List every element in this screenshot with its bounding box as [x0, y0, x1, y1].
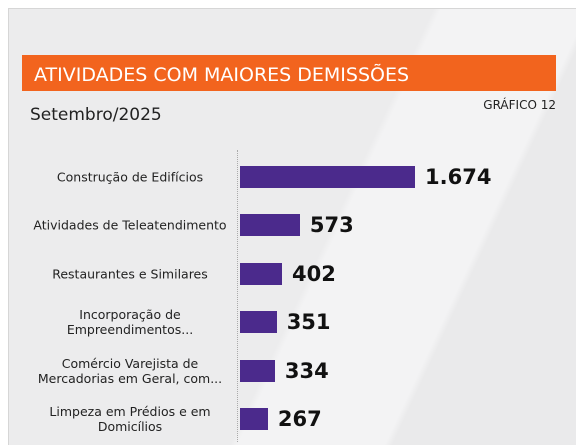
value-label: 1.674: [425, 165, 492, 189]
category-label: Limpeza em Prédios e em Domicílios: [49, 404, 211, 434]
axis-line: [237, 150, 238, 442]
value-label: 267: [277, 407, 322, 431]
category-label: Construção de Edifícios: [56, 169, 204, 185]
category-label: Restaurantes e Similares: [52, 266, 208, 282]
category-label: Atividades de Teleatendimento: [33, 217, 227, 233]
value-label: 402: [292, 261, 336, 286]
bar: [240, 311, 277, 334]
value-label: 334: [284, 358, 329, 383]
bar: [240, 408, 268, 430]
chart-label: GRÁFICO 12: [483, 98, 556, 112]
chart-subtitle: Setembro/2025: [30, 105, 162, 125]
category-label: Incorporação de Empreendimentos...: [66, 307, 194, 338]
value-label: 351: [286, 310, 331, 335]
bar: [240, 214, 300, 237]
value-label: 573: [309, 213, 354, 238]
bar: [240, 262, 283, 285]
bar: [240, 166, 415, 188]
category-label: Comércio Varejista de Mercadorias em Ger…: [37, 355, 223, 386]
chart-title: ATIVIDADES COM MAIORES DEMISSÕES: [22, 55, 556, 91]
bar: [240, 359, 275, 382]
